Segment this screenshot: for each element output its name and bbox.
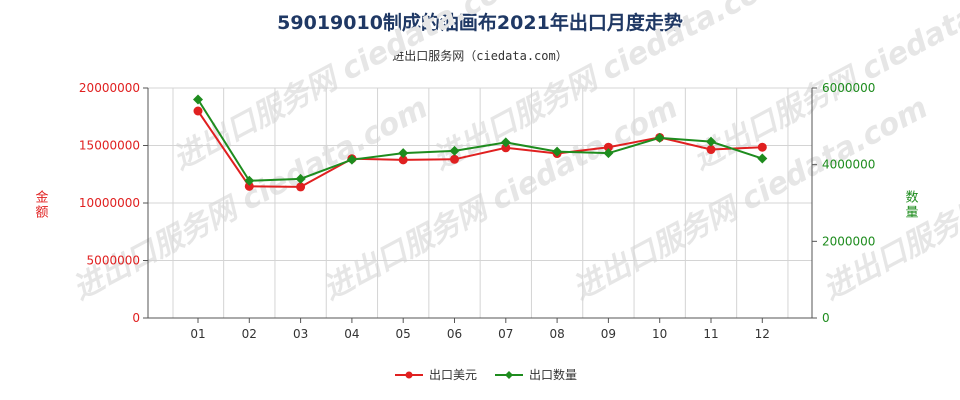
legend-swatch-marker: [405, 371, 413, 379]
x-axis-tick-label: 10: [652, 327, 667, 341]
data-point: [295, 173, 306, 184]
legend-label: 出口美元: [429, 368, 477, 382]
data-point: [450, 154, 459, 164]
data-point: [244, 175, 255, 186]
left-axis-label: 额: [35, 206, 48, 221]
left-axis-tick-label: 5000000: [87, 254, 140, 268]
legend-swatch-marker: [505, 371, 513, 379]
right-axis-tick-label: 6000000: [822, 81, 875, 95]
data-point: [449, 145, 460, 156]
legend: 出口美元 出口数量: [395, 367, 577, 382]
data-point: [603, 142, 613, 152]
data-point: [706, 145, 716, 155]
data-point: [398, 155, 408, 165]
data-point: [654, 132, 665, 143]
x-axis-tick-label: 11: [703, 327, 718, 341]
x-axis-tick-label: 02: [242, 327, 257, 341]
left-axis-tick-label: 15000000: [79, 139, 140, 153]
left-axis-tick-label: 20000000: [79, 81, 140, 95]
data-point: [296, 182, 306, 192]
data-point: [603, 148, 614, 159]
series-line: [197, 98, 763, 182]
x-axis-tick-label: 03: [293, 327, 308, 341]
data-point: [706, 136, 716, 147]
x-axis-tick-label: 07: [498, 327, 513, 341]
right-axis-label: 量: [905, 206, 918, 221]
data-point: [500, 137, 511, 148]
x-axis-tick-label: 09: [601, 327, 616, 341]
right-axis-tick-label: 4000000: [822, 158, 875, 172]
data-point: [398, 148, 409, 159]
x-axis-tick-label: 08: [549, 327, 564, 341]
left-axis-tick-label: 0: [132, 311, 140, 325]
legend-label: 出口数量: [529, 367, 577, 382]
grid-lines: [148, 87, 812, 318]
chart-subtitle: 进出口服务网（ciedata.com）: [392, 49, 568, 63]
x-axis-tick-label: 12: [755, 327, 770, 341]
data-point: [244, 181, 254, 191]
data-point: [552, 146, 563, 157]
data-point: [757, 142, 767, 152]
series-layer: [193, 94, 768, 192]
left-axis-label: 金: [35, 190, 48, 206]
left-axis-tick-label: 10000000: [79, 196, 140, 210]
data-point: [193, 94, 203, 105]
right-axis-tick-label: 2000000: [822, 234, 875, 248]
data-point: [501, 143, 511, 153]
x-axis-tick-label: 04: [344, 327, 359, 341]
right-axis-label: 数: [905, 191, 918, 206]
x-axis-tick-label: 05: [396, 327, 411, 341]
x-axis-tick-label: 01: [190, 327, 205, 341]
chart-title: 59019010制成的油画布2021年出口月度走势: [277, 12, 683, 34]
right-axis-tick-label: 0: [822, 311, 830, 325]
axes: 0 5000000 10000000 15000000 20000000 0 2000000…: [35, 81, 918, 341]
data-point: [757, 153, 768, 164]
data-point: [193, 106, 203, 116]
x-axis-tick-label: 06: [447, 327, 462, 341]
data-point: [346, 154, 357, 165]
